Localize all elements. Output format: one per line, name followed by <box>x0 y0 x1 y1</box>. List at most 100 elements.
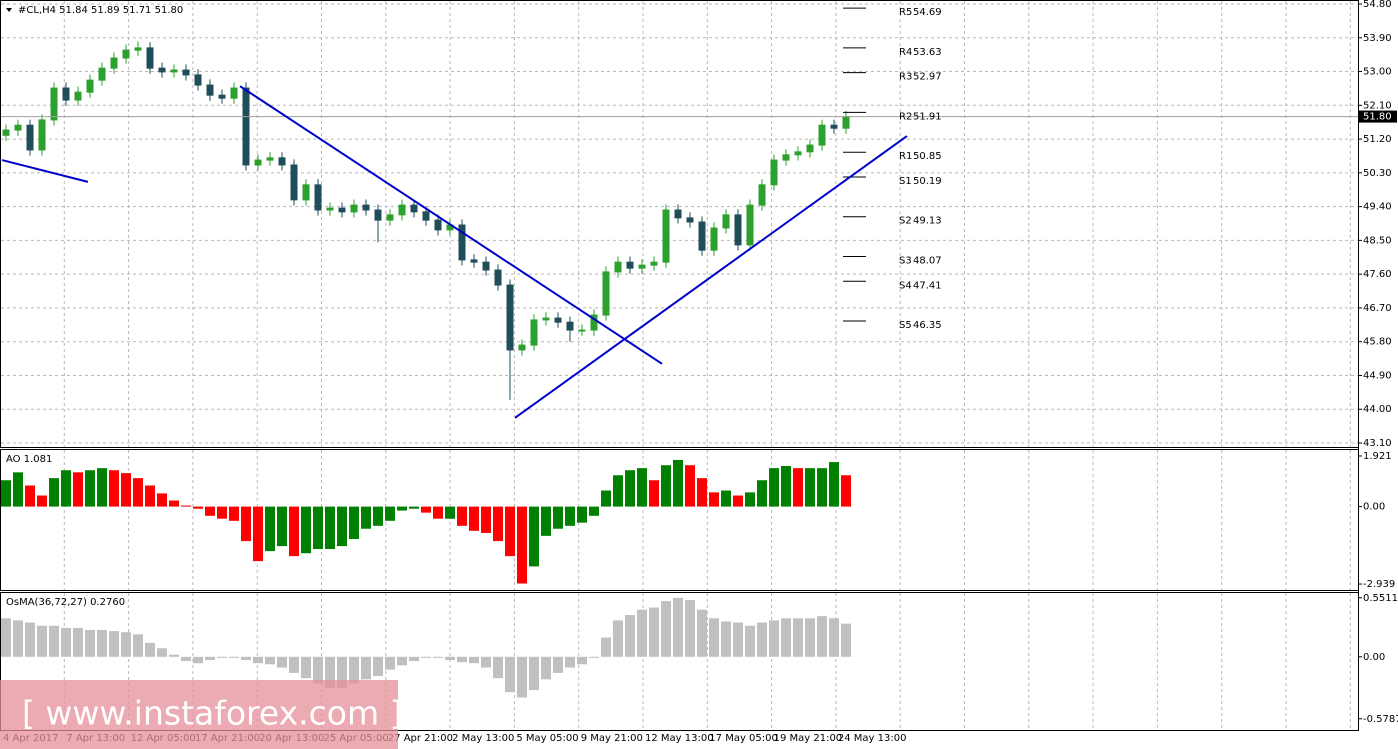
histogram-bar <box>301 506 311 554</box>
histogram-bar <box>241 506 251 542</box>
candle-body <box>662 209 670 263</box>
candle-body <box>134 47 142 51</box>
candle-body <box>350 204 358 213</box>
candle-body <box>170 69 178 73</box>
histogram-bar <box>733 622 743 657</box>
candle-body <box>782 154 790 161</box>
candle-body <box>206 84 214 96</box>
y-tick-label: 54.80 <box>1363 0 1392 10</box>
histogram-bar <box>469 656 479 664</box>
trend-line <box>239 85 663 365</box>
histogram-bar <box>385 656 395 670</box>
pivot-value: 50.85 <box>913 151 942 162</box>
histogram-bar <box>349 656 359 684</box>
histogram-bar <box>757 622 767 657</box>
histogram-bar <box>757 480 767 507</box>
y-tick-label: 53.90 <box>1363 33 1392 44</box>
histogram-bar <box>289 506 299 557</box>
histogram-bar <box>13 620 23 657</box>
candle-body <box>482 261 490 271</box>
pivot-value: 48.07 <box>913 256 942 267</box>
x-tick-label: 2 May 13:00 <box>452 733 514 744</box>
histogram-bar <box>637 468 647 507</box>
candle-body <box>530 319 538 346</box>
histogram-bar <box>265 506 275 552</box>
x-tick-label: 27 Apr 21:00 <box>388 733 453 744</box>
candle-body <box>110 57 118 69</box>
histogram-bar <box>313 656 323 684</box>
watermark-box <box>0 680 398 749</box>
histogram-bar <box>613 620 623 657</box>
histogram-bar <box>421 656 431 658</box>
histogram-bar <box>85 630 95 657</box>
candle-body <box>794 151 802 156</box>
candle-body <box>326 207 334 211</box>
candle-body <box>38 119 46 151</box>
histogram-bar <box>253 656 263 664</box>
histogram-bar <box>349 506 359 539</box>
histogram-bar <box>505 656 515 693</box>
histogram-bar <box>481 656 491 668</box>
panel-title: AO 1.081 <box>6 454 52 465</box>
candle-body <box>122 49 130 59</box>
histogram-bar <box>277 506 287 547</box>
histogram-bar <box>97 630 107 657</box>
histogram-bar <box>817 616 827 657</box>
histogram-bar <box>421 506 431 513</box>
histogram-bar <box>409 506 419 509</box>
histogram-bar <box>841 475 851 507</box>
histogram-bar <box>721 621 731 657</box>
candle-body <box>194 74 202 86</box>
histogram-bar <box>829 618 839 657</box>
histogram-bar <box>649 480 659 507</box>
histogram-bar <box>37 625 47 657</box>
histogram-bar <box>529 656 539 690</box>
histogram-bar <box>673 597 683 657</box>
histogram-bar <box>385 506 395 521</box>
candle-body <box>422 211 430 221</box>
y-tick-label: 45.80 <box>1363 337 1392 348</box>
candle-body <box>686 217 694 223</box>
histogram-bar <box>769 468 779 507</box>
histogram-bar <box>49 625 59 657</box>
candle-body <box>242 87 250 166</box>
histogram-bar <box>397 506 407 511</box>
histogram-bar <box>817 468 827 507</box>
candle-body <box>290 164 298 201</box>
histogram-bar <box>277 656 287 668</box>
histogram-bar <box>37 495 47 507</box>
histogram-bar <box>169 500 179 507</box>
candle-body <box>770 159 778 186</box>
candle-body <box>254 159 262 166</box>
histogram-bar <box>193 656 203 664</box>
histogram-bar <box>541 506 551 536</box>
histogram-bar <box>49 478 59 507</box>
pivot-name: S2 <box>899 216 912 227</box>
candle-body <box>410 204 418 213</box>
histogram-bar <box>661 465 671 507</box>
histogram-bar <box>85 470 95 507</box>
candle-body <box>710 227 718 251</box>
pivot-name: R1 <box>899 151 912 162</box>
histogram-bar <box>685 465 695 507</box>
histogram-bar <box>709 618 719 657</box>
histogram-bar <box>397 656 407 666</box>
histogram-bar <box>649 607 659 657</box>
histogram-bar <box>793 468 803 507</box>
candle-body <box>614 261 622 273</box>
candle-body <box>818 124 826 146</box>
histogram-bar <box>169 654 179 657</box>
y-tick-label: 0.00 <box>1363 652 1385 663</box>
histogram-bar <box>193 506 203 509</box>
histogram-bar <box>793 618 803 657</box>
pivot-value: 51.91 <box>913 111 942 122</box>
x-tick-label: 5 May 05:00 <box>516 733 578 744</box>
y-tick-label: 51.20 <box>1363 134 1392 145</box>
histogram-bar <box>529 506 539 567</box>
candle-body <box>338 207 346 213</box>
histogram-bar <box>577 656 587 665</box>
candle-body <box>458 224 466 261</box>
histogram-bar <box>697 478 707 507</box>
candle-body <box>698 221 706 251</box>
